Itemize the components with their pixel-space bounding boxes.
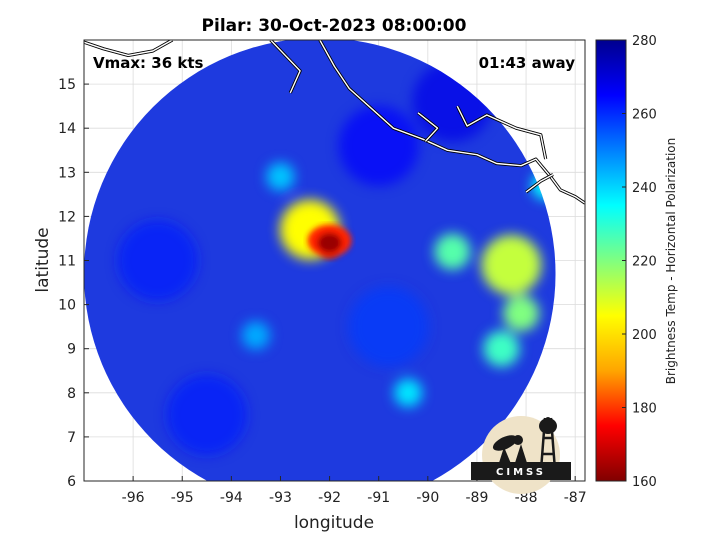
x-tick-label: -92	[318, 490, 341, 506]
x-axis-label: longitude	[294, 513, 374, 533]
colorbar-tick-label: 240	[632, 181, 657, 196]
x-tick-label: -94	[220, 490, 243, 506]
vmax-annotation: Vmax: 36 kts	[93, 54, 203, 72]
convective-feature	[266, 162, 295, 191]
y-tick-label: 8	[67, 386, 76, 402]
colorbar: 280 260 240 220 200 180 160 Brightness Temp - …	[595, 34, 678, 490]
x-tick-label: -96	[122, 490, 145, 506]
y-axis: 6 7 8 9 10 11 12 13 14 15	[58, 77, 89, 490]
y-tick-label: 12	[58, 209, 76, 225]
y-tick-label: 15	[58, 77, 76, 93]
y-tick-label: 14	[58, 121, 76, 137]
plot-area: -96 -95 -94 -93 -92 -91 -90 -89 -88 -87 6 7 8 9 10 11 1…	[58, 39, 587, 506]
x-tick-label: -89	[466, 490, 489, 506]
y-tick-label: 6	[67, 474, 76, 490]
y-tick-label: 7	[67, 430, 76, 446]
x-axis: -96 -95 -94 -93 -92 -91 -90 -89 -88 -87	[122, 476, 587, 506]
colorbar-tick-label: 200	[632, 328, 657, 343]
y-tick-label: 10	[58, 298, 76, 314]
colorbar-tick-label: 180	[632, 402, 657, 417]
coastline-line	[456, 105, 547, 160]
logo-band	[471, 462, 571, 480]
colorbar-tick-label: 220	[632, 255, 657, 270]
colorbar-tick-label: 160	[632, 475, 657, 490]
x-tick-label: -93	[269, 490, 292, 506]
colorbar-ticks: 280 260 240 220 200 180 160	[622, 34, 657, 490]
swath-image	[84, 40, 556, 481]
logo-dish-icon	[492, 435, 528, 466]
convective-feature	[394, 378, 423, 407]
x-tick-label: -95	[171, 490, 194, 506]
chart-title: Pilar: 30-Oct-2023 08:00:00	[202, 16, 467, 36]
background-patch	[166, 374, 247, 455]
convective-feature	[241, 321, 270, 350]
convective-feature	[481, 234, 542, 295]
background-patch	[348, 286, 429, 367]
x-tick-label: -88	[515, 490, 538, 506]
coastline-line	[270, 40, 301, 94]
colorbar-label: Brightness Temp - Horizontal Polarizatio…	[664, 138, 678, 385]
y-axis-label: latitude	[33, 227, 53, 292]
x-tick-label: -91	[367, 490, 390, 506]
convective-feature	[483, 330, 520, 367]
coastline-line	[525, 173, 554, 193]
logo-text: CIMSS	[496, 467, 546, 478]
colorbar-gradient	[595, 39, 627, 482]
convective-feature	[434, 233, 471, 270]
background-patch	[117, 220, 198, 301]
colorbar-tick-label: 280	[632, 34, 657, 49]
y-tick-label: 9	[67, 342, 76, 358]
coastline-line	[319, 40, 585, 204]
x-tick-label: -90	[416, 490, 439, 506]
x-tick-label: -87	[564, 490, 587, 506]
y-tick-label: 11	[58, 254, 76, 270]
convective-feature	[503, 295, 540, 332]
coastline-line	[84, 40, 173, 57]
coastline-line	[417, 112, 439, 142]
y-tick-label: 13	[58, 165, 76, 181]
colorbar-tick-label: 260	[632, 108, 657, 123]
time-away-annotation: 01:43 away	[479, 54, 576, 72]
cimss-logo: CIMSS	[471, 416, 571, 494]
core-center	[317, 232, 342, 253]
background-patch	[338, 105, 419, 186]
coastline	[84, 40, 585, 205]
logo-tower-icon	[539, 417, 557, 471]
